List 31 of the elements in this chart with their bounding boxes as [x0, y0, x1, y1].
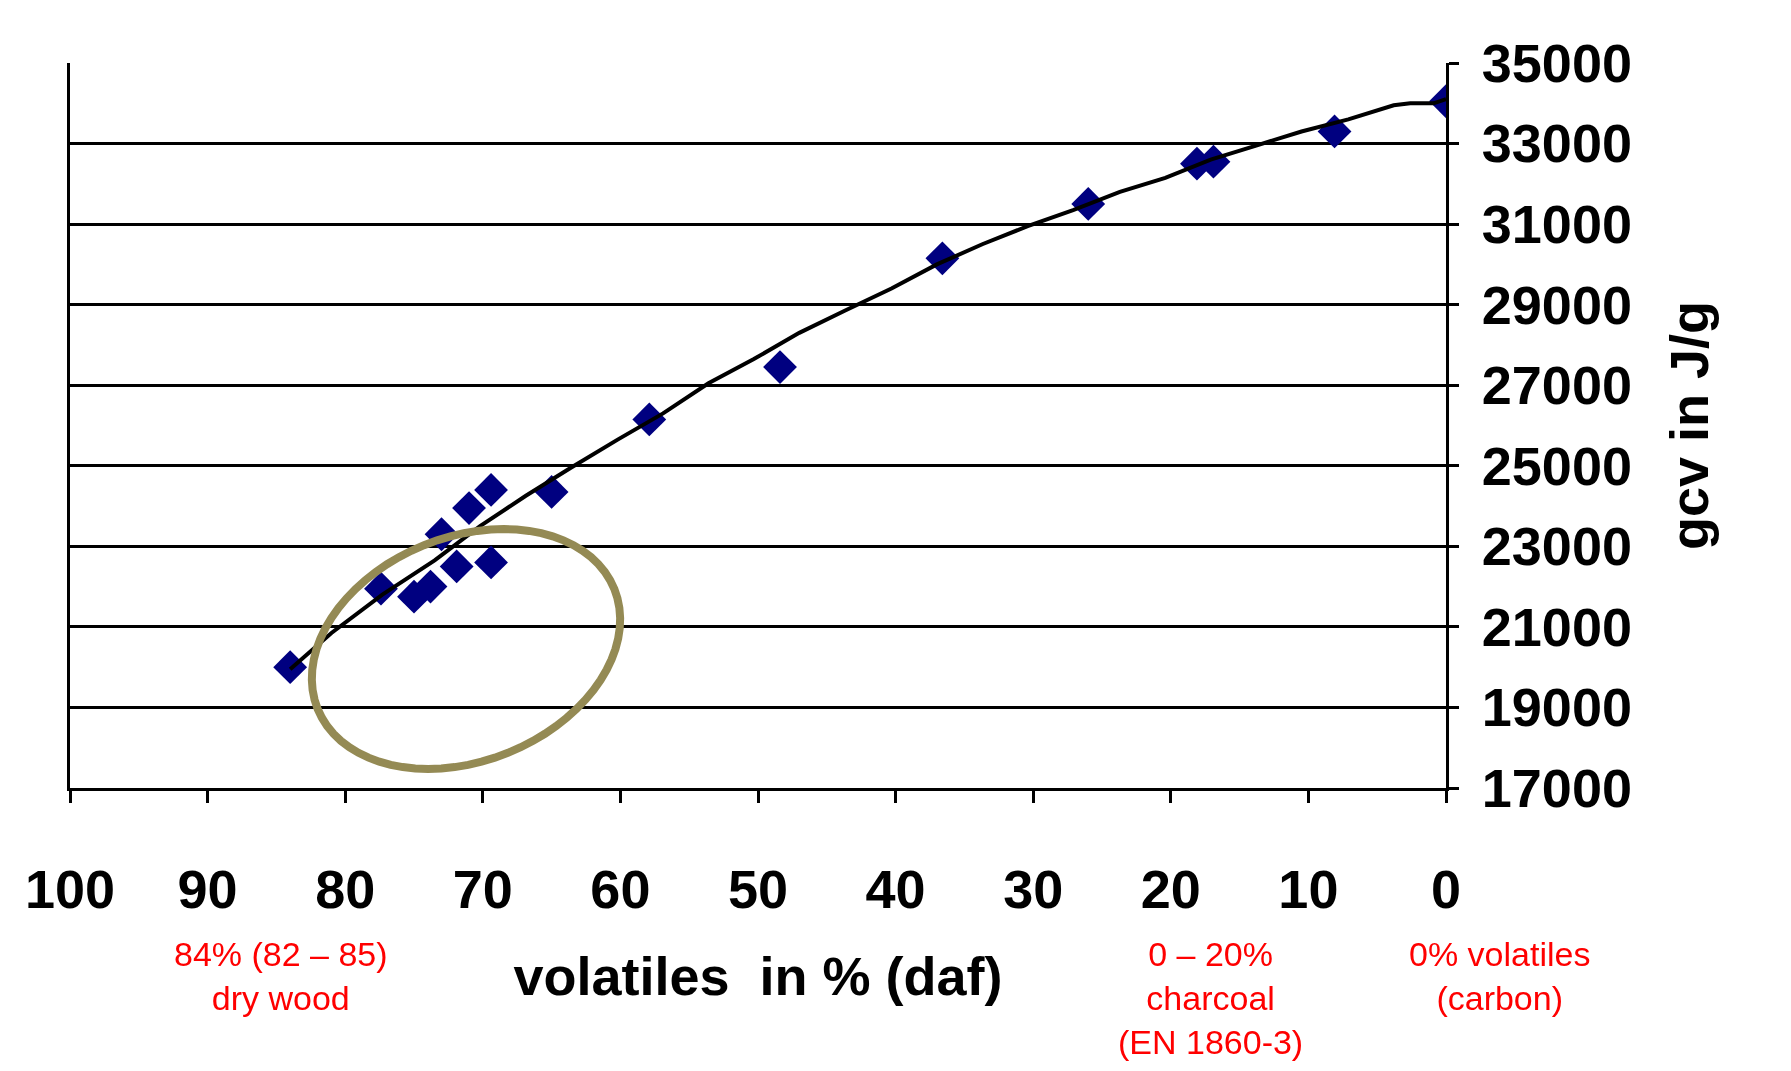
x-tick-label: 40	[865, 858, 926, 919]
x-tick-label: 100	[24, 858, 116, 919]
y-tick-label: 27000	[1481, 355, 1632, 416]
x-tick-label: 50	[727, 858, 789, 919]
y-axis-title: gcv in J/g	[1659, 300, 1720, 551]
x-tick-label: 80	[315, 858, 376, 919]
x-tick-label: 10	[1278, 858, 1339, 919]
x-tick-label: 20	[1140, 858, 1201, 919]
y-tick-label: 29000	[1481, 274, 1632, 335]
y-tick-label: 35000	[1481, 32, 1632, 93]
point	[439, 549, 474, 584]
x-tick-label: 70	[452, 858, 513, 919]
y-tick-label: 33000	[1481, 113, 1632, 174]
point	[474, 473, 508, 507]
y-tick-label: 31000	[1481, 194, 1632, 255]
y-tick-label: 25000	[1481, 435, 1632, 496]
text: 84% (82 – 85) dry wood	[174, 935, 388, 1018]
text: 0% volatiles (carbon)	[1409, 935, 1591, 1018]
x-tick-label: 90	[177, 858, 238, 919]
point	[474, 545, 508, 580]
y-tick-label: 19000	[1481, 677, 1632, 738]
point	[763, 350, 797, 384]
x-tick-label: 60	[590, 858, 651, 919]
x-axis-title: volatiles in % (daf)	[513, 946, 1003, 1007]
x-tick-label: 0	[1430, 858, 1462, 919]
text: 0 – 20% charcoal (EN 1860-3)	[1118, 935, 1304, 1062]
y-tick-label: 17000	[1481, 757, 1632, 818]
point	[452, 491, 486, 525]
y-tick-label: 21000	[1481, 596, 1632, 657]
y-tick-label: 23000	[1481, 516, 1632, 577]
x-tick-label: 30	[1003, 858, 1064, 919]
